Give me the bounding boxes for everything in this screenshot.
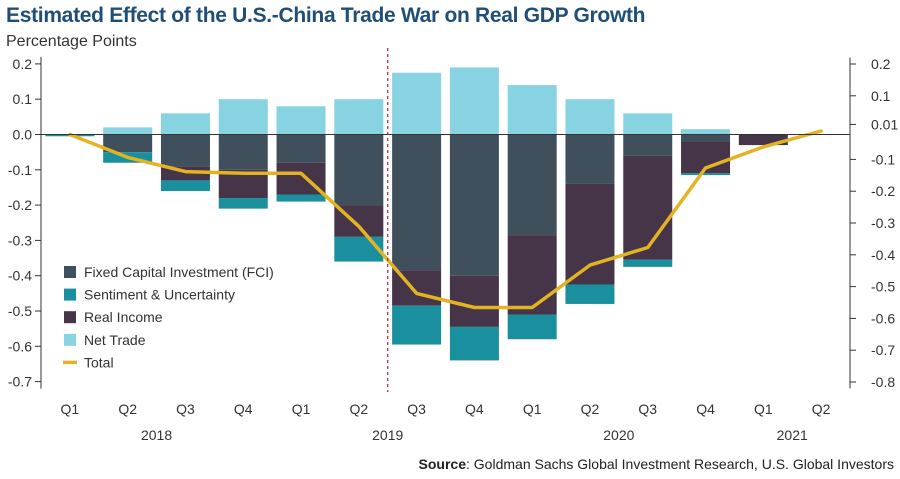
x-axis-tick-label: Q3 — [176, 401, 195, 417]
legend-label: Net Trade — [84, 332, 146, 348]
x-axis-year-label: 2019 — [372, 427, 403, 443]
bar-segment — [276, 194, 326, 202]
bar-segment — [623, 113, 673, 135]
bar-segment — [681, 134, 731, 142]
right-axis-tick-label: -0.2 — [871, 183, 895, 199]
right-axis-tick-label: -0.8 — [871, 374, 895, 390]
bar-segment — [507, 314, 557, 340]
bar-segment — [276, 134, 326, 163]
bar-segment — [623, 259, 673, 267]
x-axis-tick-label: Q4 — [465, 401, 484, 417]
bar-segment — [565, 99, 615, 135]
legend-swatch — [64, 288, 76, 301]
x-axis-year-label: 2020 — [603, 427, 634, 443]
legend-label: Total — [84, 354, 114, 370]
left-axis-tick-label: 0.2 — [13, 56, 33, 72]
left-axis-tick-label: 0.0 — [13, 127, 33, 143]
right-axis-tick-label: -0.1 — [871, 151, 895, 167]
bar-segment — [218, 198, 268, 209]
bar-segment — [392, 72, 442, 135]
right-axis-tick-label: -0.7 — [871, 342, 895, 358]
bar-segment — [449, 134, 499, 276]
bar-segment — [507, 85, 557, 135]
bar-segment — [392, 305, 442, 345]
legend-label: Fixed Capital Investment (FCI) — [84, 264, 274, 280]
legend-label: Sentiment & Uncertainty — [84, 287, 235, 303]
chart-subtitle: Percentage Points — [6, 33, 137, 50]
source-label: Source — [418, 456, 467, 472]
bar-segment — [160, 134, 210, 167]
bar-segment — [103, 134, 153, 153]
right-axis-tick-label: -0.5 — [871, 279, 895, 295]
bar-segment — [507, 235, 557, 315]
x-axis-tick-label: Q2 — [118, 401, 137, 417]
x-axis-year-label: 2018 — [141, 427, 172, 443]
bar-segment — [160, 113, 210, 135]
right-axis-tick-label: 0.01 — [871, 116, 898, 132]
bar-segment — [623, 155, 673, 260]
x-axis-tick-label: Q2 — [349, 401, 368, 417]
left-axis-tick-label: -0.2 — [8, 197, 32, 213]
bar-segment — [507, 134, 557, 236]
x-axis-tick-label: Q3 — [638, 401, 657, 417]
bar-segment — [565, 183, 615, 285]
source-text: : Goldman Sachs Global Investment Resear… — [466, 456, 894, 472]
right-axis-tick-label: -0.6 — [871, 310, 895, 326]
x-axis-tick-label: Q1 — [523, 401, 542, 417]
bar-segment — [681, 173, 731, 176]
x-axis-tick-label: Q4 — [696, 401, 715, 417]
right-axis-tick-label: 0.2 — [871, 56, 891, 72]
bar-segment — [218, 99, 268, 135]
bar-segment — [738, 134, 788, 146]
bar-segment — [392, 134, 442, 271]
bar-segment — [449, 67, 499, 135]
bar-segment — [449, 275, 499, 327]
x-axis-year-label: 2021 — [777, 427, 808, 443]
left-axis-tick-label: -0.7 — [8, 374, 32, 390]
bar-segment — [218, 134, 268, 170]
bar-segment — [449, 326, 499, 361]
left-axis-tick-label: -0.6 — [8, 338, 32, 354]
bar-segment — [334, 134, 384, 206]
bar-segment — [276, 106, 326, 135]
source-note: Source: Goldman Sachs Global Investment … — [419, 456, 894, 472]
chart-title: Estimated Effect of the U.S.-China Trade… — [6, 4, 646, 27]
bar-segment — [334, 99, 384, 135]
left-axis-tick-label: -0.4 — [8, 268, 32, 284]
left-axis-tick-label: 0.1 — [13, 91, 33, 107]
left-axis-tick-label: -0.1 — [8, 162, 32, 178]
x-axis-tick-label: Q3 — [407, 401, 426, 417]
right-axis-tick-label: 0.1 — [871, 88, 891, 104]
bar-segment — [160, 180, 210, 191]
bar-segment — [334, 236, 384, 262]
x-axis-tick-label: Q4 — [234, 401, 253, 417]
bar-segment — [681, 129, 731, 135]
total-line — [68, 129, 823, 310]
right-axis-tick-label: -0.3 — [871, 215, 895, 231]
legend-swatch — [64, 333, 76, 346]
legend-label: Real Income — [84, 309, 163, 325]
bar-segment — [565, 284, 615, 304]
bar-segment — [103, 127, 153, 135]
left-axis-tick-label: -0.3 — [8, 232, 32, 248]
x-axis-tick-label: Q1 — [292, 401, 311, 417]
x-axis-tick-label: Q1 — [754, 401, 773, 417]
legend-swatch — [64, 266, 76, 278]
x-axis-tick-label: Q2 — [812, 401, 831, 417]
x-axis-tick-label: Q2 — [581, 401, 600, 417]
left-axis-tick-label: -0.5 — [8, 303, 32, 319]
legend-swatch — [64, 311, 76, 324]
x-axis-tick-label: Q1 — [61, 401, 80, 417]
right-axis-tick-label: -0.4 — [871, 247, 895, 263]
bar-segment — [565, 134, 615, 184]
bar-segment — [623, 134, 673, 156]
